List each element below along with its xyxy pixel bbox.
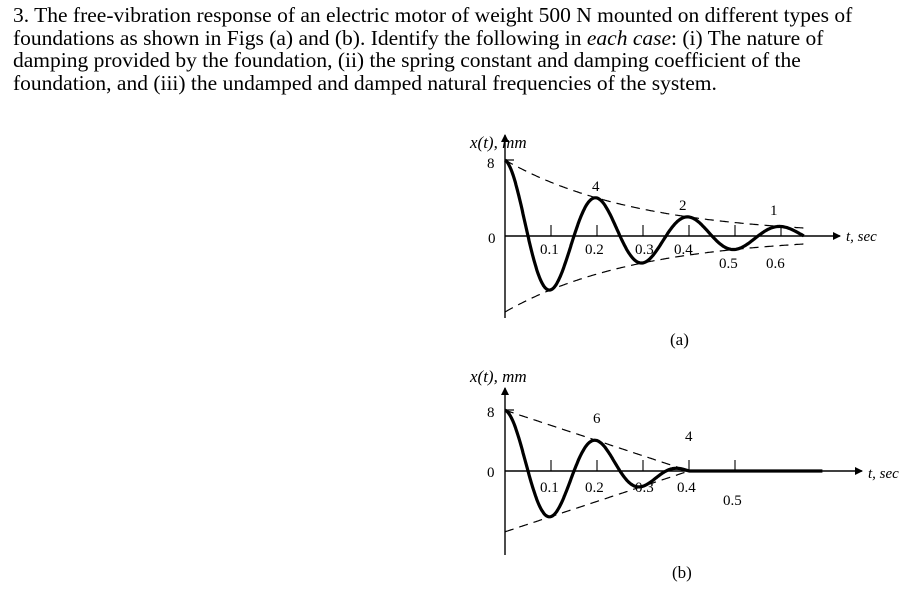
problem-emphasis: each case <box>586 25 672 50</box>
figure-a-y-tick-label-0: 0 <box>488 231 496 247</box>
figure-b-peak-label: 4 <box>685 429 693 445</box>
figure-b-xlabel: t, sec <box>868 466 899 482</box>
figure-a-peak-label: 2 <box>679 198 687 214</box>
figure-a-x-tick-label: 0.1 <box>540 242 559 258</box>
figure-a-caption: (a) <box>670 330 689 349</box>
figure-a-ylabel: x(t), mm <box>469 133 527 152</box>
figure-a-x-tick-label: 0.3 <box>635 242 654 258</box>
figure-a: x(t), mm t, sec 8 0 0.1 0.2 0.3 0.4 0.5 … <box>469 133 877 349</box>
figure-a-x-tick-label: 0.6 <box>766 256 785 272</box>
figure-b-x-tick-label: 0.2 <box>585 480 604 496</box>
figure-a-xlabel: t, sec <box>846 229 877 245</box>
figure-b-x-ticks <box>550 460 736 471</box>
figure-b-ylabel: x(t), mm <box>469 367 527 386</box>
figure-a-peak-label: 1 <box>770 203 778 219</box>
problem-statement: 3. The free-vibration response of an ele… <box>13 4 903 94</box>
figure-a-lower-envelope <box>504 243 809 313</box>
figure-b-x-tick-label: 0.5 <box>723 493 742 509</box>
figure-b-y-tick-label-0: 0 <box>487 465 495 481</box>
figure-b-x-tick-label: 0.4 <box>677 480 696 496</box>
figure-a-upper-envelope <box>504 159 809 229</box>
figure-b-response-curve <box>504 408 823 519</box>
figure-b-peak-label: 6 <box>593 411 601 427</box>
figure-b-y-tick-label-8: 8 <box>487 405 495 421</box>
figure-b-upper-envelope <box>504 409 763 472</box>
figure-b: x(t), mm t, sec 8 0 0.1 0.2 0.3 0.4 0.5 … <box>469 367 899 582</box>
figure-a-x-tick-label: 0.2 <box>585 242 604 258</box>
figure-a-x-ticks <box>550 225 782 236</box>
problem-text-2: : (i) The nature of damping provided by … <box>13 25 824 95</box>
problem-text-1: 3. The free-vibration response of an ele… <box>13 3 853 50</box>
figure-a-peak-label: 4 <box>592 179 600 195</box>
figure-a-x-tick-label: 0.4 <box>674 242 693 258</box>
figure-a-response-curve <box>504 158 805 292</box>
figure-b-caption: (b) <box>672 563 692 582</box>
figure-a-y-tick-label-8: 8 <box>487 156 495 172</box>
figure-b-x-tick-label: 0.1 <box>540 480 559 496</box>
figure-a-x-tick-label: 0.5 <box>719 256 738 272</box>
